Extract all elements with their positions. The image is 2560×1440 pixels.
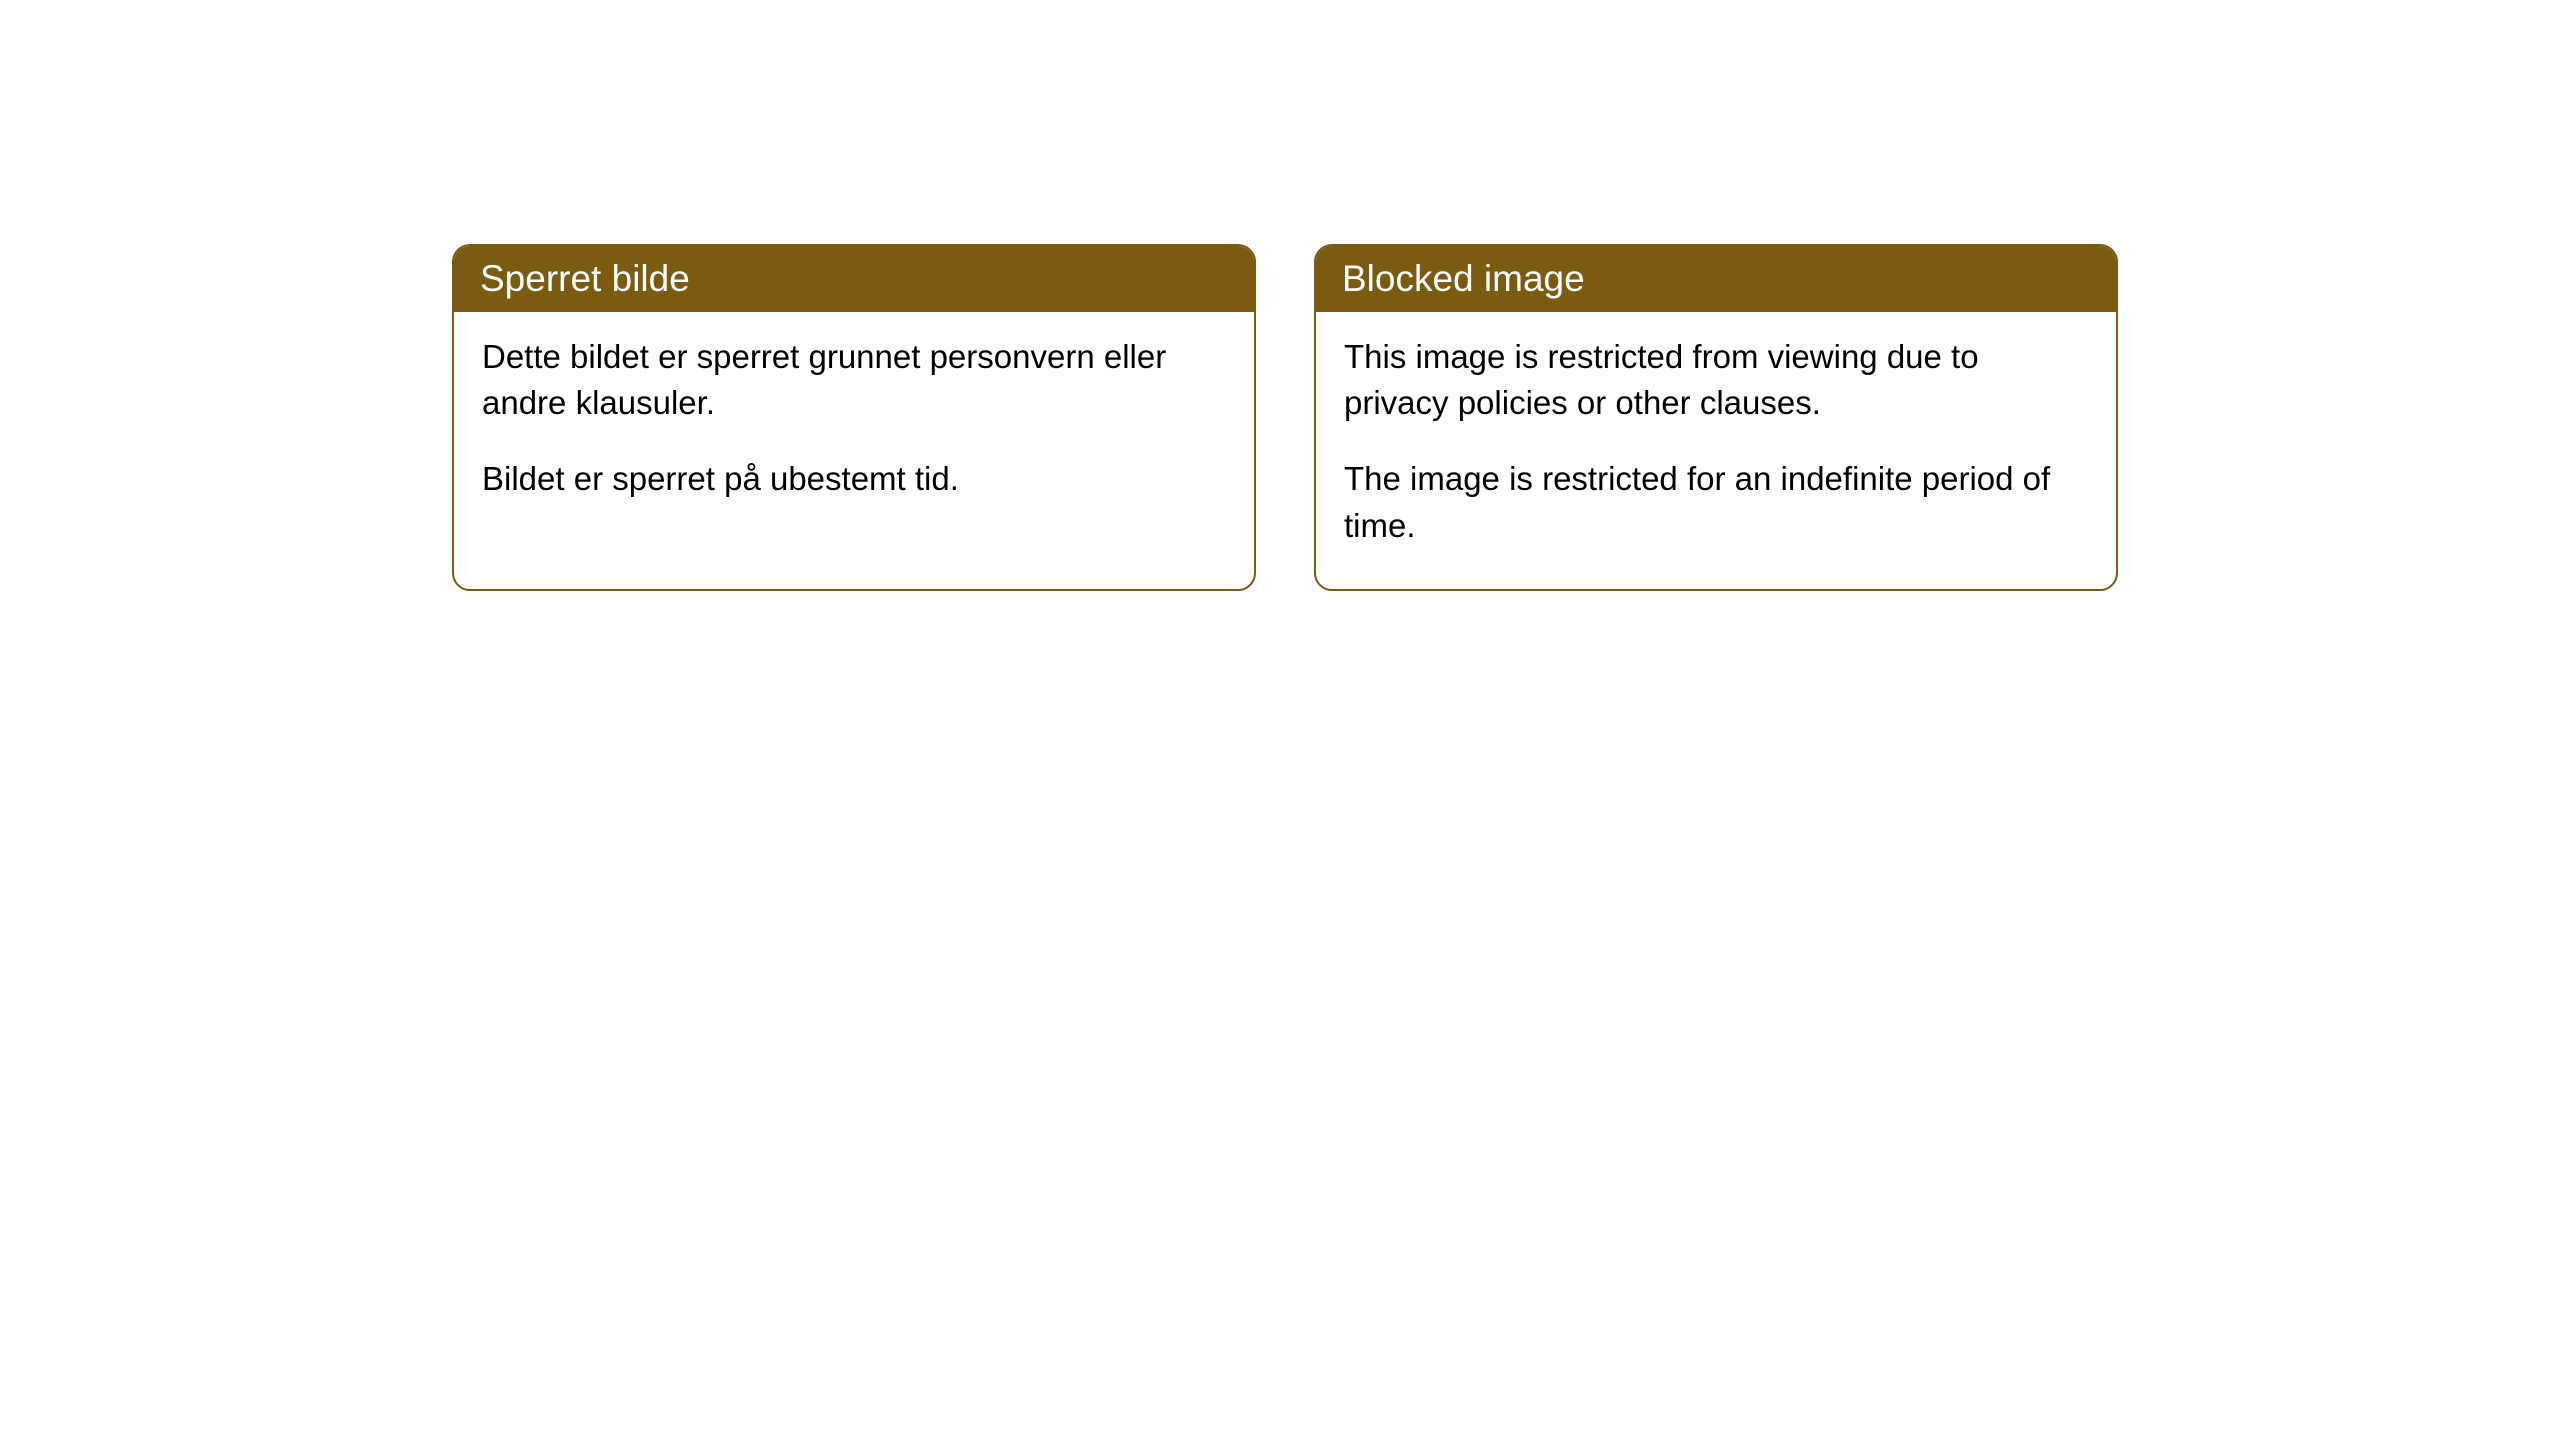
- card-header: Blocked image: [1316, 246, 2116, 312]
- card-title: Sperret bilde: [480, 258, 690, 299]
- notice-card-english: Blocked image This image is restricted f…: [1314, 244, 2118, 591]
- notice-container: Sperret bilde Dette bildet er sperret gr…: [452, 244, 2560, 591]
- card-paragraph: Bildet er sperret på ubestemt tid.: [482, 456, 1226, 502]
- card-title: Blocked image: [1342, 258, 1585, 299]
- card-body: Dette bildet er sperret grunnet personve…: [454, 312, 1254, 543]
- notice-card-norwegian: Sperret bilde Dette bildet er sperret gr…: [452, 244, 1256, 591]
- card-paragraph: Dette bildet er sperret grunnet personve…: [482, 334, 1226, 426]
- card-header: Sperret bilde: [454, 246, 1254, 312]
- card-body: This image is restricted from viewing du…: [1316, 312, 2116, 589]
- card-paragraph: The image is restricted for an indefinit…: [1344, 456, 2088, 548]
- card-paragraph: This image is restricted from viewing du…: [1344, 334, 2088, 426]
